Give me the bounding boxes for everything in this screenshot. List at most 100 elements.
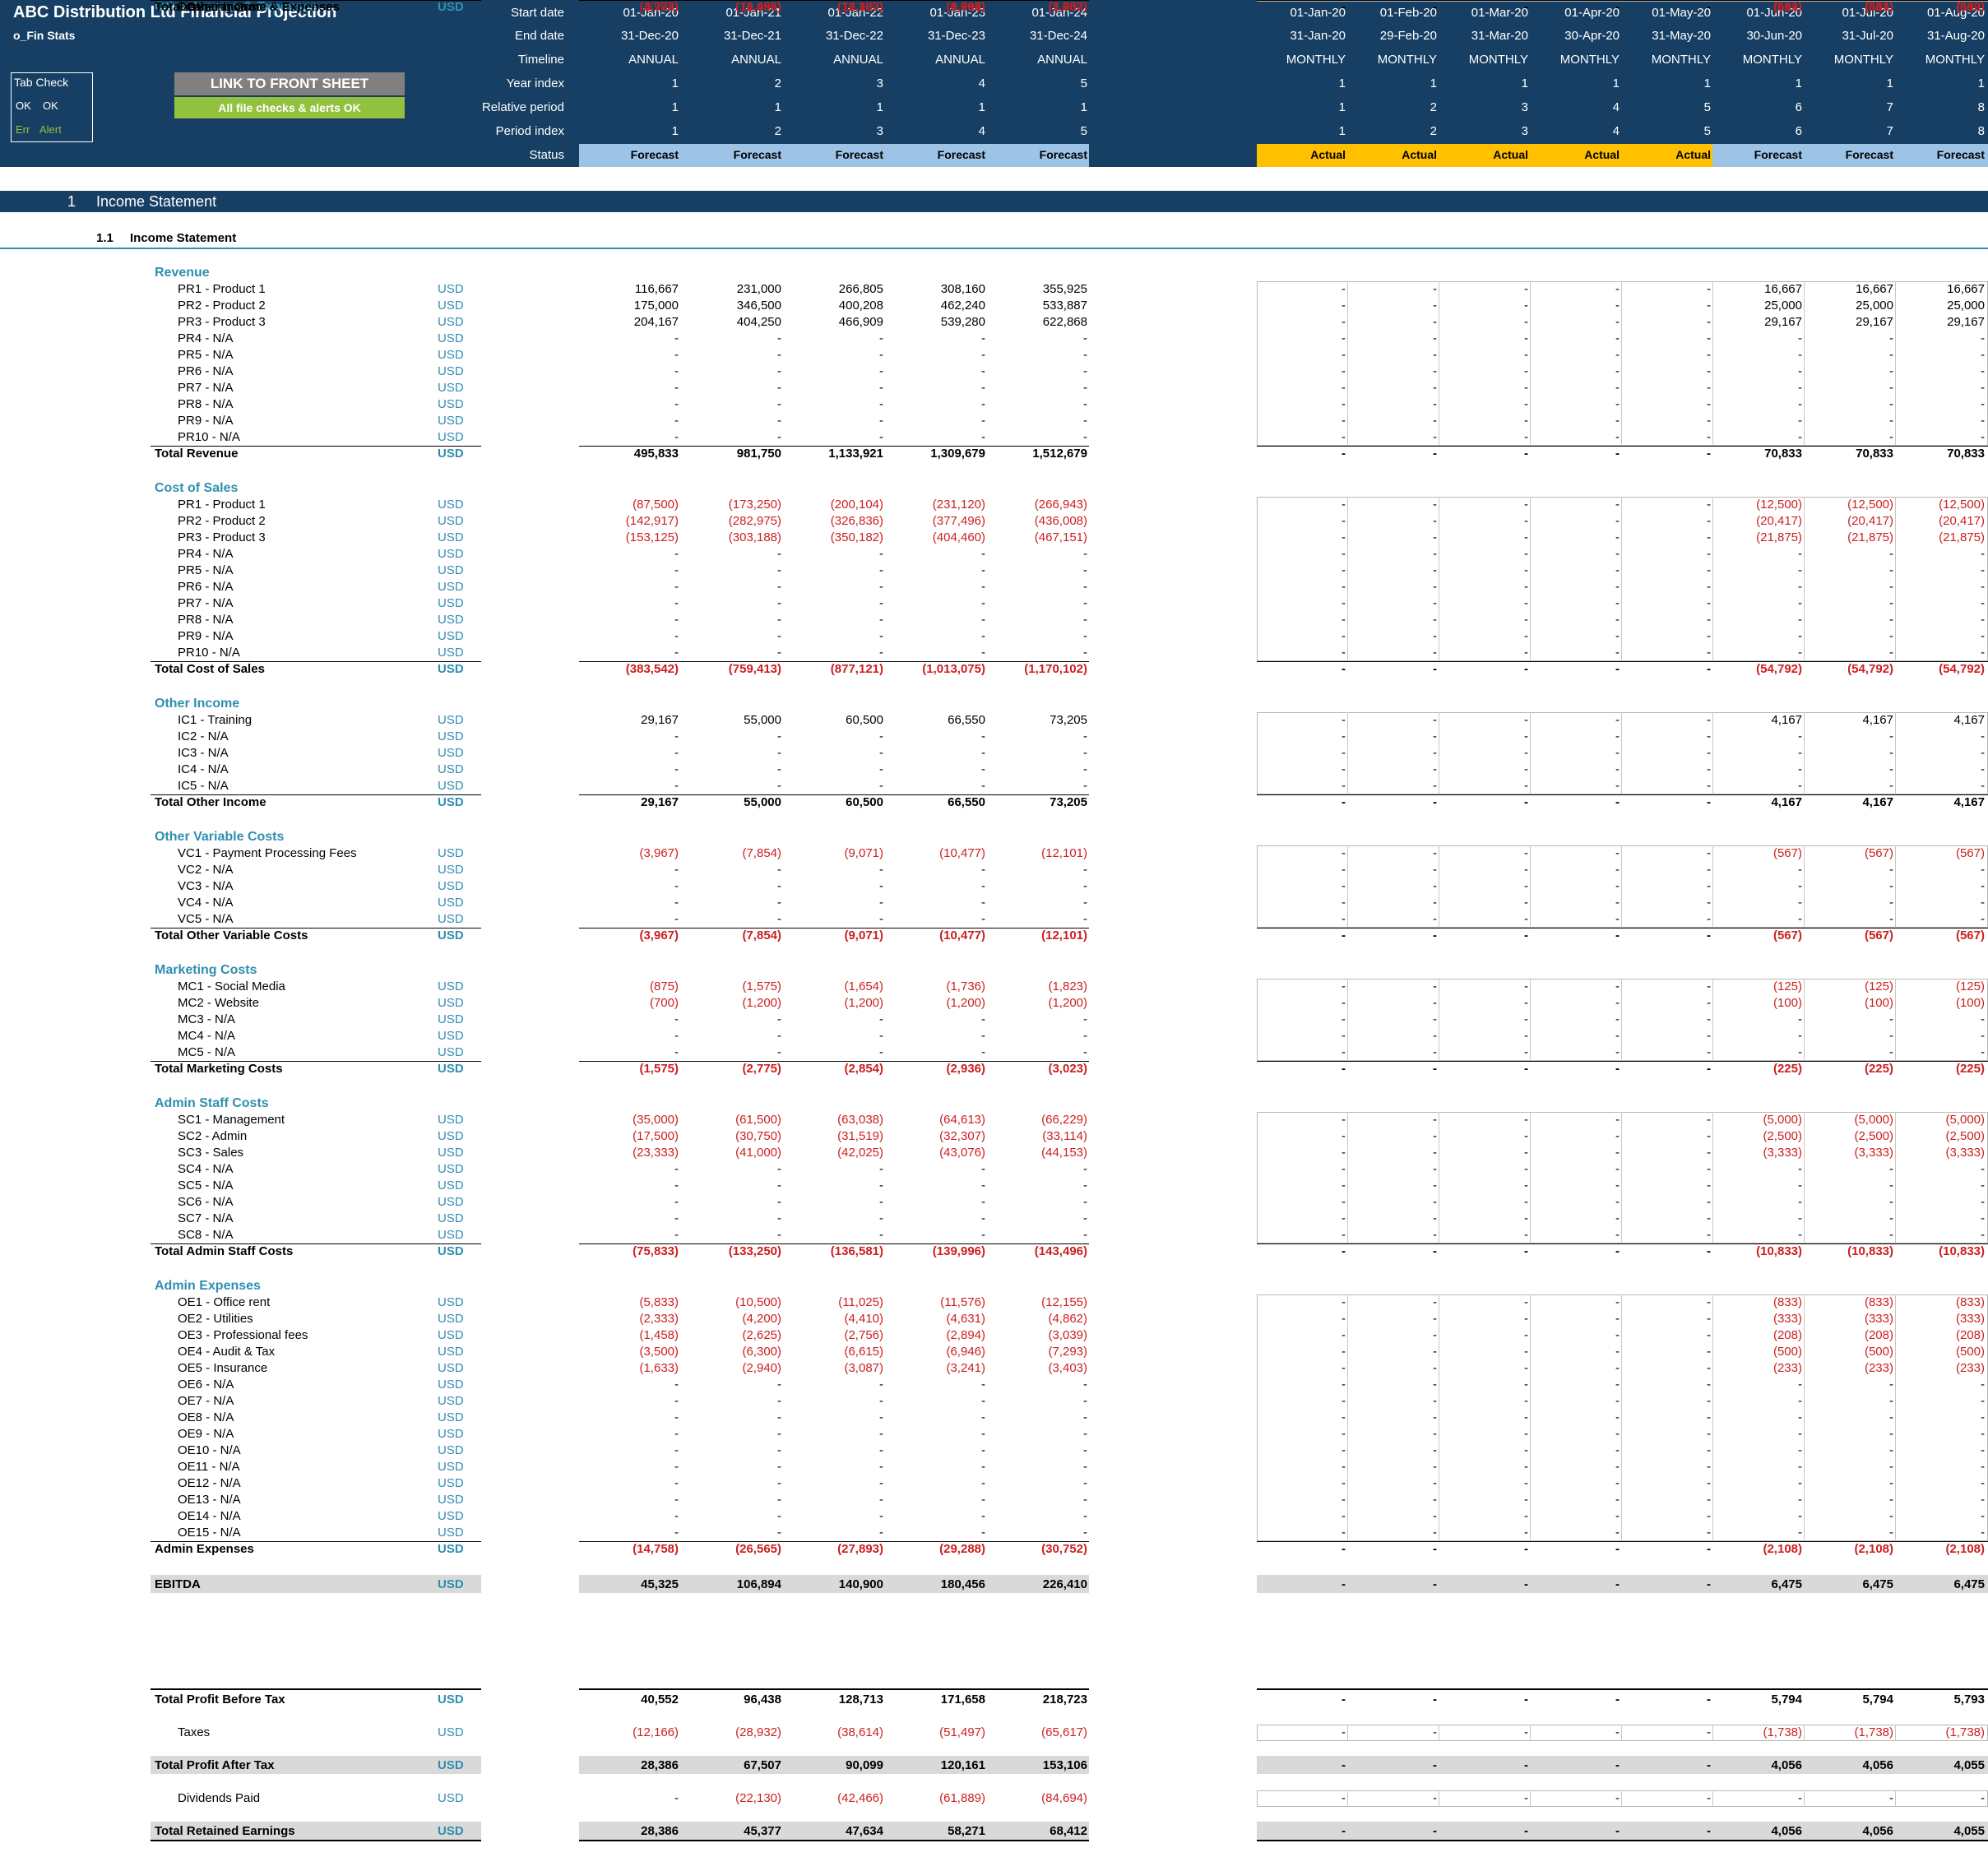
value-cell: -	[1707, 779, 1711, 793]
value-cell: (11,025)	[838, 1295, 883, 1309]
value-cell: (3,333)	[1763, 1146, 1802, 1160]
value-cell: (87,500)	[633, 498, 679, 512]
unit-label: USD	[438, 996, 464, 1010]
group-heading: Other Income	[155, 697, 240, 711]
value-cell: (2,500)	[1854, 1129, 1893, 1143]
group-heading: Marketing Costs	[155, 963, 257, 977]
value-cell: -	[1524, 912, 1528, 926]
value-cell: -	[777, 1211, 781, 1225]
value-cell: -	[1889, 414, 1893, 428]
line-item-label: Financing Costs	[178, 0, 266, 14]
line-item-label: OE11 - N/A	[178, 1460, 240, 1474]
value-cell: -	[1342, 1295, 1346, 1309]
value-cell: -	[879, 1162, 883, 1176]
line-item-label: OE5 - Insurance	[178, 1361, 268, 1375]
value-cell: -	[1524, 563, 1528, 577]
value-cell: -	[1981, 1195, 1985, 1209]
total-label: Total Other Variable Costs	[155, 928, 308, 942]
value-cell: -	[1889, 348, 1893, 362]
period-status: Forecast	[835, 148, 883, 161]
value-cell: (377,496)	[932, 514, 985, 528]
value-cell: -	[1889, 1509, 1893, 1523]
monthly-grid-col	[1804, 281, 1805, 446]
value-cell: -	[1524, 729, 1528, 743]
total-shading	[151, 1575, 481, 1593]
line-item-label: PR1 - Product 1	[178, 498, 266, 512]
unit-label: USD	[438, 1493, 464, 1507]
value-cell: -	[1342, 729, 1346, 743]
value-cell: (1,738)	[1763, 1725, 1802, 1739]
period-status: Actual	[1310, 148, 1346, 161]
rule-line	[1257, 446, 1988, 447]
value-cell: 355,925	[1042, 282, 1087, 296]
value-cell: (64,613)	[939, 1113, 985, 1127]
value-cell: -	[1433, 1045, 1437, 1059]
value-cell: -	[1433, 1129, 1437, 1143]
value-cell: -	[1342, 629, 1346, 643]
unit-label: USD	[438, 1244, 464, 1258]
monthly-grid-col	[1895, 1790, 1896, 1807]
unit-label: USD	[438, 1394, 464, 1408]
unit-label: USD	[438, 1211, 464, 1225]
value-cell: -	[1798, 779, 1802, 793]
value-cell: (2,936)	[946, 1062, 985, 1076]
value-cell: (1,200)	[742, 996, 781, 1010]
value-cell: -	[1707, 896, 1711, 910]
line-item-label: MC4 - N/A	[178, 1029, 236, 1043]
value-cell: -	[1707, 1012, 1711, 1026]
value-cell: -	[1342, 879, 1346, 893]
period-header-cell: 1	[671, 76, 679, 90]
value-cell: (567)	[1955, 846, 1985, 860]
period-header-cell: 01-Apr-20	[1564, 6, 1620, 20]
value-cell: -	[1342, 1328, 1346, 1342]
unit-label: USD	[438, 1542, 464, 1556]
value-cell: (233)	[1773, 1361, 1802, 1375]
monthly-grid-col	[1621, 281, 1622, 446]
period-status: Actual	[1402, 148, 1437, 161]
value-cell: -	[1433, 629, 1437, 643]
line-item-label: VC4 - N/A	[178, 896, 234, 910]
value-cell: (1,633)	[639, 1361, 679, 1375]
value-cell: -	[674, 879, 679, 893]
line-item-label: PR5 - N/A	[178, 563, 234, 577]
unit-label: USD	[438, 1758, 464, 1772]
value-cell: -	[1798, 580, 1802, 594]
value-cell: (383,542)	[625, 662, 679, 676]
unit-label: USD	[438, 0, 464, 14]
value-cell: -	[1615, 662, 1620, 676]
unit-label: USD	[438, 1725, 464, 1739]
value-cell: -	[1342, 1410, 1346, 1424]
rule-line	[151, 661, 481, 662]
value-cell: -	[1615, 447, 1620, 461]
value-cell: -	[981, 1443, 985, 1457]
link-to-front-sheet-button[interactable]: LINK TO FRONT SHEET	[174, 72, 405, 95]
value-cell: -	[1083, 613, 1087, 627]
line-item-label: PR10 - N/A	[178, 430, 240, 444]
tab-check-alert: Alert	[39, 123, 62, 136]
value-cell: -	[1433, 1179, 1437, 1192]
value-cell: (9,071)	[844, 846, 883, 860]
unit-label: USD	[438, 863, 464, 877]
period-header-cell: 01-Jan-23	[929, 6, 985, 20]
value-cell: -	[1524, 713, 1528, 727]
value-cell: 346,500	[736, 299, 781, 313]
value-cell: -	[1524, 1328, 1528, 1342]
monthly-status-band	[1257, 144, 1347, 167]
value-cell: (125)	[1864, 979, 1893, 993]
value-cell: (233)	[1955, 1361, 1985, 1375]
value-cell: -	[1083, 580, 1087, 594]
value-cell: -	[1981, 397, 1985, 411]
value-cell: -	[1083, 1476, 1087, 1490]
value-cell: -	[1083, 1228, 1087, 1242]
value-cell: (21,875)	[1756, 530, 1802, 544]
value-cell: -	[1524, 1345, 1528, 1359]
value-cell: -	[1707, 1427, 1711, 1441]
value-cell: -	[1342, 530, 1346, 544]
value-cell: -	[674, 547, 679, 561]
value-cell: -	[1707, 1394, 1711, 1408]
value-cell: -	[1433, 1824, 1437, 1838]
rule-line	[579, 1840, 1089, 1841]
value-cell: -	[1342, 762, 1346, 776]
value-cell: (2,108)	[1854, 1542, 1893, 1556]
